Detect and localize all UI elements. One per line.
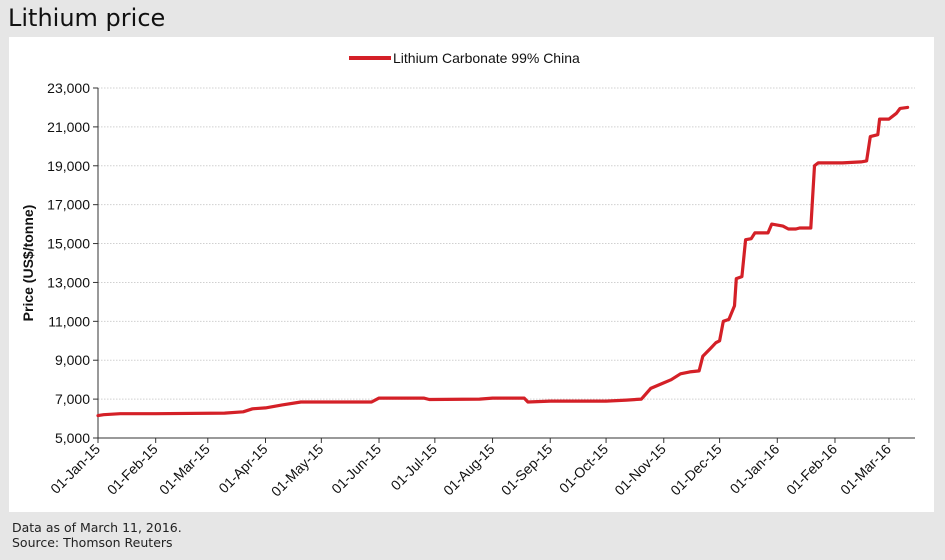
gridlines (98, 87, 915, 400)
axes (97, 88, 915, 439)
y-tick-label: 11,000 (48, 313, 90, 329)
x-tick-label: 01-Oct-15 (556, 441, 611, 496)
y-tick-label: 17,000 (47, 197, 90, 213)
series-line (96, 105, 910, 418)
x-tick-label: 01-Jan-15 (47, 441, 103, 497)
footer-source: Source: Thomson Reuters (12, 535, 173, 550)
y-tick-label: 9,000 (55, 352, 90, 368)
x-tick-label: 01-Mar-15 (156, 441, 213, 498)
legend: Lithium Carbonate 99% China (349, 50, 580, 66)
lithium-price-chart: 5,000 7,000 9,000 11,000 13,000 15,000 17,000 1… (20, 50, 915, 499)
y-tick-label: 19,000 (47, 158, 90, 174)
x-tick-label: 01-Feb-16 (783, 441, 840, 498)
page-title: Lithium price (8, 4, 166, 32)
x-tick-label: 01-Feb-15 (104, 441, 161, 498)
y-tick-labels: 5,000 7,000 9,000 11,000 13,000 15,000 17,000 1… (47, 80, 98, 446)
y-tick-label: 5,000 (55, 430, 90, 446)
y-tick-label: 13,000 (47, 274, 90, 290)
x-tick-label: 01-Dec-15 (667, 441, 725, 499)
y-tick-label: 23,000 (47, 80, 90, 96)
x-tick-label: 01-Mar-16 (837, 441, 894, 498)
x-tick-label: 01-Jan-16 (727, 441, 783, 497)
x-tick-label: 01-May-15 (268, 441, 327, 500)
y-axis-title: Price (US$/tonne) (20, 205, 36, 322)
footer-note: Data as of March 11, 2016. (12, 520, 182, 535)
y-tick-label: 21,000 (47, 119, 90, 135)
y-tick-label: 7,000 (55, 391, 90, 407)
chart-panel: 5,000 7,000 9,000 11,000 13,000 15,000 17,000 1… (9, 37, 934, 512)
x-tick-label: 01-Sep-15 (498, 441, 556, 499)
x-tick-label: 01-Jun-15 (328, 441, 384, 497)
footer: Data as of March 11, 2016. Source: Thoms… (12, 520, 182, 550)
x-tick-label: 01-Apr-15 (215, 441, 270, 496)
legend-label: Lithium Carbonate 99% China (393, 50, 580, 66)
series-layer (96, 105, 910, 418)
x-tick-label: 01-Jul-15 (387, 441, 440, 494)
x-tick-label: 01-Nov-15 (611, 441, 669, 499)
x-tick-label: 01-Aug-15 (440, 441, 498, 499)
y-tick-label: 15,000 (47, 236, 90, 252)
